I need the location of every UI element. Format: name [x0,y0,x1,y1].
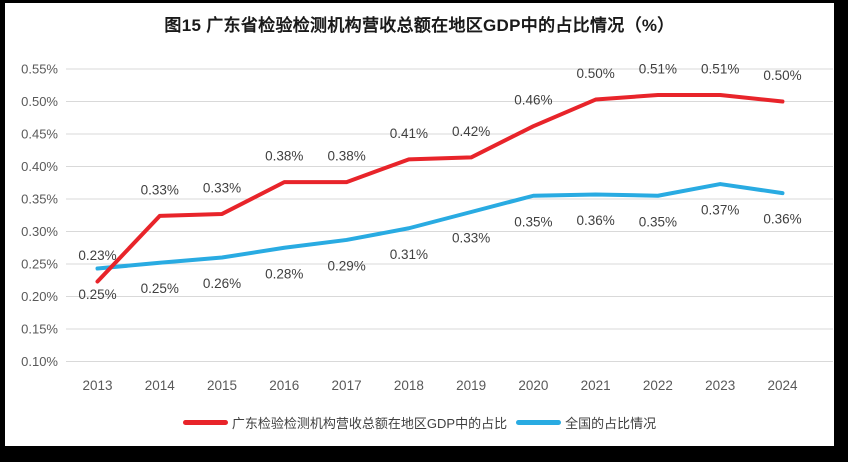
guangdong-data-label: 0.50% [763,68,801,83]
window-edge-left [0,0,5,462]
guangdong-data-label: 0.41% [390,126,428,141]
y-axis-tick-label: 0.35% [21,192,58,207]
national-data-label: 0.29% [327,258,365,273]
national-data-label: 0.25% [78,287,116,302]
y-axis-tick-label: 0.40% [21,159,58,174]
national-data-label: 0.26% [203,276,241,291]
national-data-label: 0.31% [390,247,428,262]
x-axis-tick-label: 2016 [269,378,299,393]
guangdong-series-line [95,93,785,284]
y-axis-tick-label: 0.30% [21,224,58,239]
chart-legend: 广东检验检测机构营收总额在地区GDP中的占比 全国的占比情况 [5,408,834,436]
x-axis-tick-label: 2023 [705,378,735,393]
legend-swatch-guangdong-series [182,419,228,425]
y-axis-tick-label: 0.45% [21,127,58,142]
national-data-label: 0.36% [577,213,615,228]
x-axis-tick-label: 2018 [394,378,424,393]
guangdong-data-label: 0.38% [327,149,365,164]
chart-title: 图15 广东省检验检测机构营收总额在地区GDP中的占比情况（%） [164,16,675,35]
x-axis-tick-label: 2013 [82,378,112,393]
x-axis-tick-label: 2022 [643,378,673,393]
y-axis-tick-label: 0.10% [21,354,58,369]
guangdong-data-label: 0.51% [701,62,739,77]
legend-label-guangdong-series: 广东检验检测机构营收总额在地区GDP中的占比 [231,415,508,431]
x-axis-tick-label: 2024 [767,378,798,393]
x-axis-tick-label: 2017 [332,378,362,393]
national-series-line [95,182,785,271]
y-axis-tick-label: 0.25% [21,257,58,272]
guangdong-data-label: 0.33% [141,182,179,197]
national-data-label: 0.33% [452,231,490,246]
guangdong-data-label: 0.23% [78,248,116,263]
x-axis-tick-label: 2015 [207,378,237,393]
y-axis-tick-label: 0.55% [21,62,58,77]
national-data-label: 0.28% [265,266,303,281]
national-data-label: 0.37% [701,203,739,218]
x-axis-tick-label: 2021 [581,378,611,393]
guangdong-data-label: 0.50% [577,66,615,81]
guangdong-data-label: 0.38% [265,149,303,164]
window-edge-top [0,0,848,3]
y-axis-tick-label: 0.20% [21,289,58,304]
legend-label-national-series: 全国的占比情况 [565,415,657,431]
guangdong-data-label: 0.46% [514,93,552,108]
x-axis-tick-label: 2019 [456,378,486,393]
national-data-label: 0.35% [514,214,552,229]
y-axis-tick-label: 0.15% [21,322,58,337]
national-data-label: 0.25% [141,281,179,296]
guangdong-data-label: 0.42% [452,124,490,139]
x-axis-tick-label: 2014 [145,378,176,393]
national-data-label: 0.35% [639,214,677,229]
guangdong-data-label: 0.33% [203,180,241,195]
y-axis-tick-label: 0.50% [21,94,58,109]
legend-swatch-national-series [516,419,562,425]
national-data-label: 0.36% [763,212,801,227]
window-edge-bottom [0,446,848,462]
x-axis-tick-label: 2020 [518,378,548,393]
guangdong-data-label: 0.51% [639,62,677,77]
window-edge-right [834,0,848,462]
